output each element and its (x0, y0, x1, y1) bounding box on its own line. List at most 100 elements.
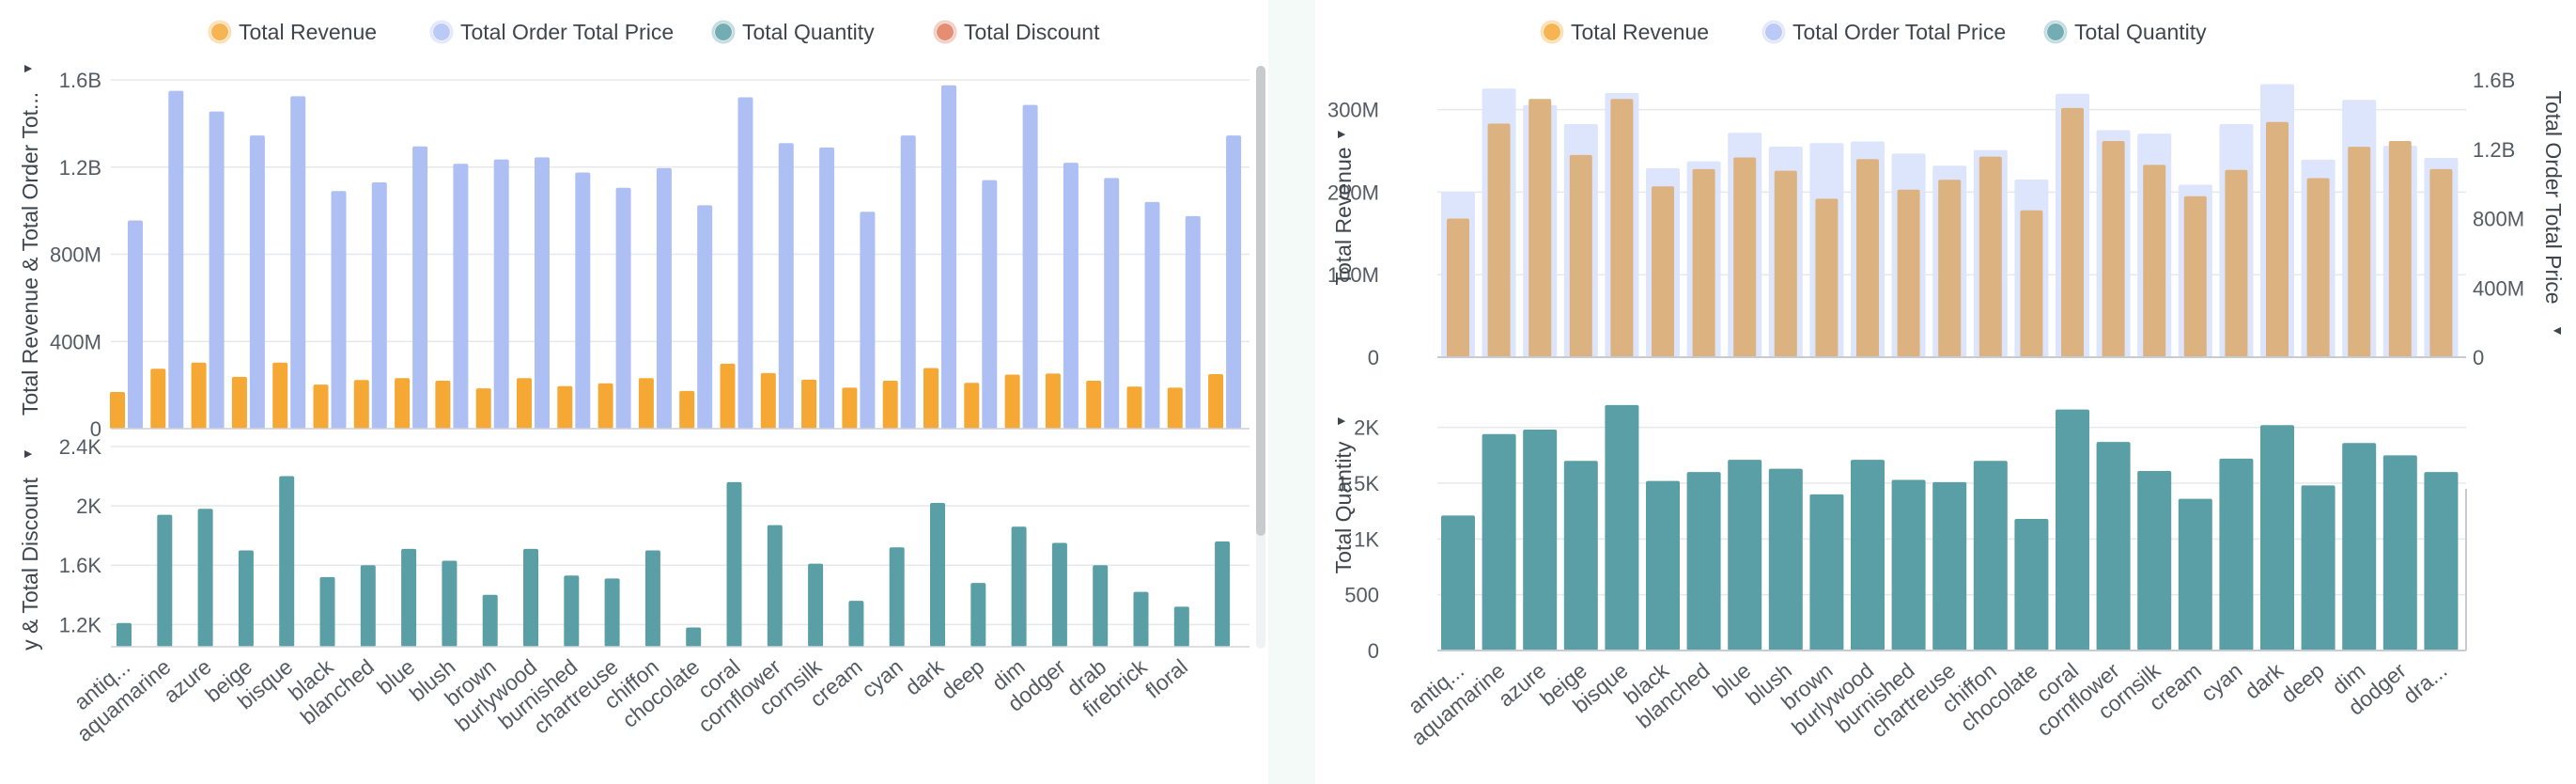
x-tick-label-deep: deep (937, 654, 989, 704)
bar-total-quantity (1605, 404, 1639, 651)
bar-total-revenue (1733, 157, 1757, 357)
right-top-y-right-tick-label: 1.6B (2473, 69, 2515, 92)
bar-total-order-total-price (860, 212, 876, 429)
chart-scrollbar-thumb[interactable] (1256, 66, 1265, 536)
left-top-y-tick-label: 1.6B (59, 69, 101, 92)
bar-total-quantity (808, 563, 824, 647)
legend-label: Total Order Total Price (1792, 20, 2006, 44)
legend-marker-ring (2043, 20, 2068, 44)
bar-total-quantity (523, 548, 538, 647)
legend-marker (211, 24, 228, 40)
bar-total-quantity (1523, 430, 1558, 651)
x-tick-label-deep: deep (2276, 658, 2329, 708)
right-top-y-axis-title-left: Total Revenue (1331, 147, 1356, 285)
bar-total-revenue (313, 384, 329, 429)
bar-total-quantity (2056, 409, 2089, 651)
legend-label: Total Discount (964, 20, 1100, 44)
bar-total-quantity (1686, 472, 1721, 651)
bar-total-quantity (726, 481, 742, 647)
x-tick-label-cyan: cyan (857, 654, 908, 702)
bar-total-revenue (679, 390, 695, 429)
bar-total-revenue (842, 387, 858, 429)
bar-total-revenue (475, 388, 491, 429)
left-chart-panel: Total Revenue Total Order Total Price Tota… (0, 0, 1268, 784)
bar-total-revenue (557, 385, 573, 429)
bar-total-revenue (1692, 168, 1715, 357)
bar-total-quantity (2260, 425, 2294, 651)
bar-total-quantity (319, 576, 335, 647)
bar-total-revenue (2143, 165, 2166, 357)
bar-total-order-total-price (209, 111, 225, 429)
legend-label: Total Revenue (1571, 20, 1709, 44)
bar-total-revenue (882, 380, 898, 429)
bar-total-revenue (964, 383, 980, 429)
bar-total-order-total-price (982, 180, 998, 429)
left-bottom-y-axis-title: y & Total Discount (18, 478, 42, 651)
bar-total-revenue (1126, 386, 1142, 429)
left-bottom-y-tick-label: 1.6K (59, 554, 102, 577)
bar-total-revenue (760, 372, 776, 429)
legend-item-total-order-total-price[interactable]: Total Order Total Price (1761, 20, 2006, 44)
legend-label: Total Quantity (2074, 20, 2207, 44)
legend-item-total-quantity[interactable]: Total Quantity (2043, 20, 2207, 44)
x-tick-label-azure: azure (1494, 658, 1551, 712)
bar-total-order-total-price (412, 146, 428, 430)
bar-total-order-total-price (900, 135, 916, 430)
bar-total-quantity (930, 502, 945, 647)
bar-total-quantity (1173, 606, 1189, 647)
left-bottom-y-tick-label: 2K (76, 494, 101, 518)
legend-marker (1544, 24, 1560, 40)
bar-total-revenue (1167, 387, 1183, 429)
right-bottom-y-tick-label: 1.5K (1337, 472, 1380, 495)
bar-total-quantity (1482, 433, 1516, 651)
bar-total-revenue (150, 368, 166, 429)
right-bottom-y-axis-title: Total Quantity (1331, 441, 1356, 573)
bar-total-quantity (2424, 472, 2459, 651)
bar-total-revenue (1652, 186, 1674, 357)
bar-total-quantity (1809, 494, 1844, 651)
bar-total-quantity (1563, 461, 1598, 651)
bar-total-quantity (1973, 461, 2008, 651)
bar-total-revenue (2306, 178, 2330, 357)
sort-arrow-icon: ▼ (20, 447, 35, 461)
legend-marker-ring (1761, 20, 1786, 44)
bar-total-revenue (2388, 140, 2412, 357)
bar-total-quantity (2382, 455, 2417, 651)
legend-item-total-revenue[interactable]: Total Revenue (1540, 20, 1709, 44)
bar-total-revenue (2429, 168, 2453, 357)
bar-total-order-total-price (1063, 163, 1079, 430)
bar-total-order-total-price (941, 85, 956, 429)
bar-total-order-total-price (371, 181, 387, 429)
bar-total-order-total-price (249, 135, 265, 430)
bar-total-revenue (597, 383, 613, 429)
legend-item-total-order-total-price[interactable]: Total Order Total Price (429, 20, 674, 44)
bar-total-order-total-price (778, 143, 794, 429)
bar-total-revenue (1856, 159, 1879, 357)
bar-total-quantity (401, 548, 417, 647)
right-combo-chart: Total Revenue Total Order Total Price Tota… (1327, 20, 2566, 750)
legend-item-total-quantity[interactable]: Total Quantity (711, 20, 875, 44)
sort-arrow-icon: ▼ (1333, 128, 1348, 141)
bar-total-revenue (720, 363, 736, 429)
bar-total-revenue (395, 378, 411, 429)
bar-total-order-total-price (128, 220, 143, 429)
left-combo-chart: Total Revenue Total Order Total Price Tota… (18, 20, 1249, 746)
right-top-y-right-tick-label: 400M (2473, 276, 2524, 300)
legend-item-total-discount[interactable]: Total Discount (933, 20, 1100, 44)
bar-total-order-total-price (1185, 215, 1201, 429)
bar-total-quantity (2178, 498, 2212, 651)
bar-total-quantity (2096, 442, 2131, 651)
left-top-y-tick-label: 1.2B (59, 156, 101, 180)
bar-total-revenue (517, 378, 532, 429)
bar-total-revenue (1529, 99, 1552, 357)
bar-total-revenue (1086, 380, 1102, 429)
bar-total-quantity (157, 514, 173, 647)
bar-total-revenue (1815, 198, 1839, 357)
legend-item-total-revenue[interactable]: Total Revenue (208, 20, 377, 44)
right-top-y-axis-title-right: Total Order Total Price (2541, 90, 2566, 304)
sort-arrow-icon: ▼ (1333, 415, 1348, 428)
legend-marker (2047, 24, 2064, 40)
bar-total-revenue (231, 376, 247, 429)
bar-total-quantity (564, 575, 580, 647)
legend-marker (937, 24, 954, 40)
